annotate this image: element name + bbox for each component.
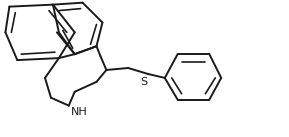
- Text: S: S: [140, 77, 148, 87]
- Text: NH: NH: [71, 107, 88, 117]
